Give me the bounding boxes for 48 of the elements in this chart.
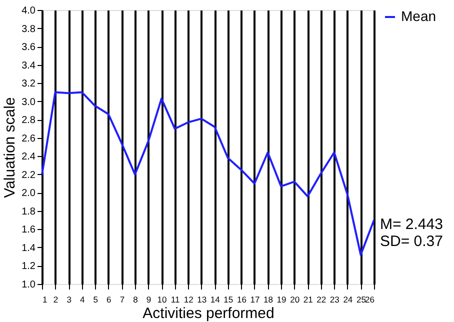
x-tick-label: 25: [356, 294, 366, 304]
x-tick-label: 19: [276, 294, 287, 304]
y-axis-title: Valuation scale: [2, 97, 19, 198]
x-tick-label: 18: [264, 294, 274, 304]
y-tick-label: 3.8: [22, 24, 36, 35]
y-tick-label: 2.0: [22, 188, 36, 200]
y-tick-label: 3.4: [22, 60, 36, 72]
x-tick-label: 4: [80, 294, 85, 304]
x-tick-label: 22: [316, 294, 326, 304]
x-tick-label: 3: [66, 294, 72, 304]
x-tick-label: 21: [303, 294, 314, 304]
x-tick-label: 24: [343, 294, 353, 304]
y-tick-label: 1.8: [22, 206, 36, 218]
y-tick-label: 1.0: [22, 280, 36, 290]
x-tick-label: 15: [224, 294, 234, 304]
x-tick-label: 14: [210, 294, 220, 304]
y-tick-label: 3.6: [22, 42, 36, 54]
y-tick-label: 2.6: [22, 133, 36, 144]
x-axis-title: Activities performed: [142, 305, 274, 322]
x-tick-label: 20: [290, 294, 300, 304]
x-tick-label: 13: [197, 294, 207, 304]
y-tick-label: 1.2: [22, 261, 36, 272]
y-tick-label: 1.4: [22, 242, 36, 254]
x-tick-label: 9: [146, 294, 152, 304]
y-tick-label: 2.8: [22, 115, 36, 126]
x-tick-label: 1: [42, 294, 48, 304]
y-tick-label: 3.2: [22, 78, 36, 90]
x-tick-label: 23: [330, 294, 340, 304]
x-tick-label: 7: [120, 294, 125, 304]
x-tick-label: 16: [236, 294, 247, 304]
x-tick-label: 11: [170, 294, 180, 304]
x-tick-label: 26: [365, 294, 375, 304]
x-tick-label: 12: [184, 294, 194, 304]
x-tick-label: 5: [93, 294, 98, 304]
y-tick-label: 2.4: [22, 152, 36, 163]
y-tick-label: 1.6: [22, 224, 36, 236]
x-tick-label: 6: [106, 294, 112, 304]
y-tick-label: 4.0: [22, 6, 36, 16]
x-tick-label: 2: [53, 294, 58, 304]
legend-label: Mean: [401, 8, 436, 24]
x-tick-label: 8: [133, 294, 138, 304]
x-tick-label: 17: [250, 294, 260, 304]
line-series: [41, 91, 375, 256]
y-tick-label: 2.2: [22, 170, 36, 181]
text: M= 2.443: [380, 216, 443, 233]
x-tick-label: 10: [157, 294, 168, 304]
text: SD= 0.37: [380, 233, 443, 250]
y-tick-label: 3.0: [22, 96, 36, 108]
